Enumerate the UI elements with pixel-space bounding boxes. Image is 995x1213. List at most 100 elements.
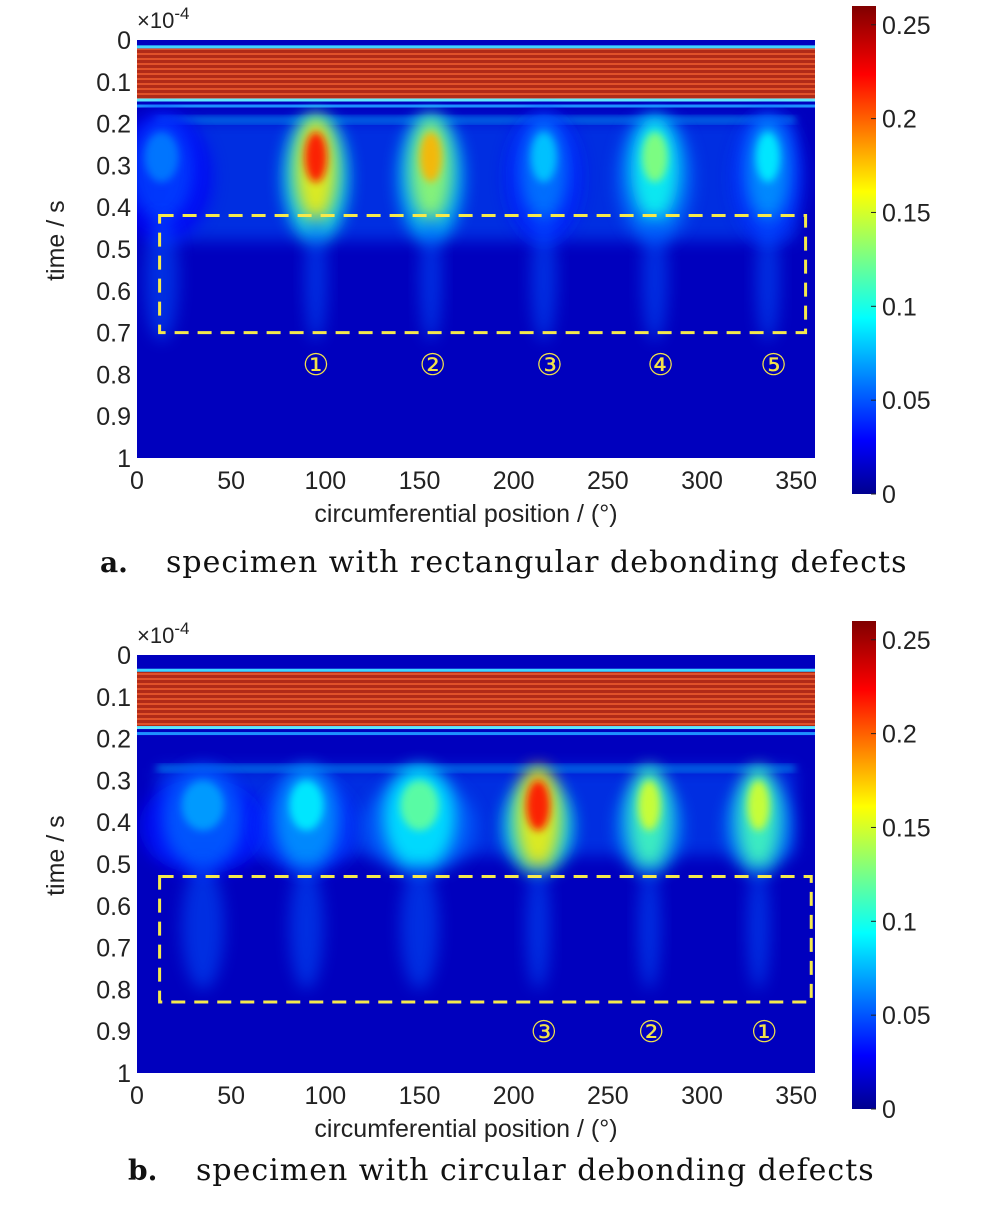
x-axis-label: circumferential position / (°) [314,500,617,528]
y-tick-label: 0.1 [96,684,131,712]
y-axis-multiplier: ×10-4 [137,4,189,33]
x-tick-label: 300 [681,1082,723,1110]
defect-marker-3: ④ [647,348,674,383]
x-tick-label: 250 [587,467,629,495]
band-echo-line [137,104,815,108]
y-axis-label: time / s [42,815,70,896]
y-tick-label: 0.3 [96,767,131,795]
y-tick-label: 0 [117,642,131,670]
group-peak-3 [526,780,551,831]
scatter-onset-line [157,765,795,771]
caption-text: specimen with circular debonding defects [196,1153,875,1188]
y-tick-label: 0.5 [96,851,131,879]
group-peak-4 [642,131,668,183]
x-tick-label: 250 [587,1082,629,1110]
caption-panel-letter: b. [128,1154,157,1187]
colorbar-tick-label: 0.2 [882,721,917,749]
heatmap-plot-area [137,40,815,458]
x-tick-label: 200 [493,1082,535,1110]
colorbar-tick-label: 0 [882,481,896,509]
x-tick-label: 200 [493,467,535,495]
defect-marker-0: ① [302,348,329,383]
defect-marker-1: ② [638,1015,665,1050]
panel-b: ③ ② ① 0 50 100 150 200 250 300 350 0 0.1 0.2 0.3 0.4 0.5… [42,619,931,1188]
y-tick-label: 0.5 [96,236,131,264]
group-tail-0 [181,864,225,990]
x-tick-label: 0 [130,1082,144,1110]
y-tick-label: 0.1 [96,69,131,97]
colorbar [852,621,876,1109]
group-peak-2 [400,780,439,831]
colorbar [852,6,876,494]
group-tail-1 [304,215,327,341]
panel-caption: b. specimen with circular debonding defec… [128,1153,875,1188]
colorbar-tick-label: 0.1 [882,293,917,321]
y-tick-label: 0.8 [96,976,131,1004]
colorbar-tick-label: 0.15 [882,814,931,842]
incident-wave-band [137,48,815,99]
x-tick-label: 300 [681,467,723,495]
x-tick-label: 100 [304,1082,346,1110]
x-tick-label: 50 [217,467,245,495]
group-tail-3 [531,215,557,341]
scatter-onset-line [157,117,795,123]
group-tail-2 [419,215,442,341]
caption-text: specimen with rectangular debonding defe… [166,545,908,580]
group-peak-2 [419,131,442,183]
band-echo-line [137,732,815,736]
y-tick-label: 0.6 [96,278,131,306]
heatmap-background [137,40,815,458]
panel-a: ① ② ③ ④ ⑤ 0 50 100 150 200 250 300 350 0 0.1 0.2 0.3 0.4 0… [42,4,931,580]
panel-caption: a. specimen with rectangular debonding de… [100,545,908,580]
y-tick-label: 0.4 [96,194,131,222]
y-tick-label: 0.9 [96,403,131,431]
highlight-box [158,214,808,335]
colorbar-tick-label: 0.15 [882,199,931,227]
colorbar-tick-label: 0.05 [882,1002,931,1030]
colorbar-tick-label: 0.2 [882,106,917,134]
band-edge-bottom [137,726,815,730]
group-peak-1 [289,780,324,831]
y-tick-label: 1 [117,1060,131,1088]
colorbar-tick-label: 0.05 [882,387,931,415]
y-axis-multiplier: ×10-4 [137,619,189,648]
group-tail-0 [144,215,179,341]
y-tick-label: 0.4 [96,809,131,837]
y-tick-label: 1 [117,445,131,473]
x-axis-label: circumferential position / (°) [314,1115,617,1143]
y-tick-label: 0.9 [96,1018,131,1046]
colorbar-tick-label: 0.25 [882,627,931,655]
x-tick-label: 100 [304,467,346,495]
group-tail-2 [400,864,439,990]
group-tail-5 [756,215,780,341]
band-edge-top [137,668,815,672]
x-tick-label: 350 [775,1082,817,1110]
defect-marker-0: ③ [530,1015,557,1050]
x-tick-label: 150 [399,467,441,495]
group-tail-5 [747,864,770,990]
y-tick-label: 0.2 [96,726,131,754]
colorbar-tick-label: 0.25 [882,12,931,40]
scatter-region [157,119,795,241]
group-tail-4 [638,864,661,990]
group-peak-3 [531,131,557,183]
group-tail-4 [642,215,668,341]
defect-marker-1: ② [419,348,446,383]
group-peak-0 [144,131,179,183]
y-tick-label: 0.7 [96,320,131,348]
group-peak-5 [756,131,780,183]
x-tick-label: 350 [775,467,817,495]
defect-marker-2: ③ [536,348,563,383]
y-tick-label: 0.3 [96,152,131,180]
y-tick-label: 0.7 [96,935,131,963]
y-axis-label: time / s [42,200,70,281]
highlight-box [158,875,813,1004]
x-tick-label: 150 [399,1082,441,1110]
defect-marker-2: ① [751,1015,778,1050]
band-edge-top [137,45,815,49]
incident-wave-band [137,671,815,727]
defect-marker-4: ⑤ [760,348,787,383]
x-tick-label: 50 [217,1082,245,1110]
heatmap-plot-area [137,655,815,1073]
group-peak-1 [304,131,327,183]
